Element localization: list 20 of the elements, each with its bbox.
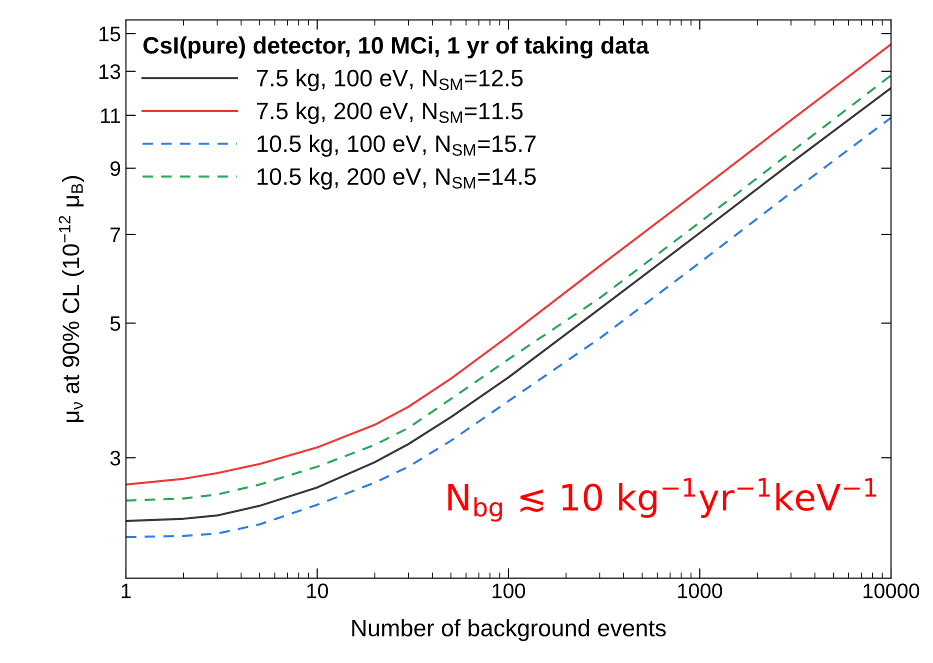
x-tick-label: 100 <box>492 584 526 598</box>
x-axis-title: Number of background events <box>352 619 666 642</box>
y-tick-label: 7 <box>110 228 120 242</box>
y-tick-label: 5 <box>110 316 120 331</box>
legend-label: 10.5 kg, 100 eV, N$_{SM}$=15.7 <box>258 134 536 157</box>
legend-label: 7.5 kg, 200 eV, N$_{SM}$=11.5 <box>257 102 523 124</box>
annotation: N$_{bg}$ ≲ 10 kg$^{−1}$yr$^{−1}$keV$^{−1}$ <box>448 478 876 522</box>
y-tick-label: 15 <box>100 26 120 42</box>
y-tick-label: 3 <box>110 450 120 466</box>
y-axis-title: μ$_{ν}$ at 90% CL (10$^{−12}$ μ$_{B}$) <box>58 176 84 422</box>
y-tick-label: 9 <box>110 161 120 176</box>
y-tick-label: 11 <box>101 108 120 123</box>
legend-label: 7.5 kg, 100 eV, N$_{SM}$=12.5 <box>257 69 523 92</box>
y-tick-label: 13 <box>100 64 120 80</box>
legend-title: CsI(pure) detector, 10 MCi, 1 yr of taking data <box>143 36 650 59</box>
x-tick-label: 10 <box>307 584 328 598</box>
legend-label: 10.5 kg, 200 eV, N$_{SM}$=14.5 <box>258 168 536 190</box>
x-tick-label: 10000 <box>864 584 920 598</box>
x-tick-label: 1000 <box>678 584 722 598</box>
x-tick-label: 1 <box>122 584 131 598</box>
